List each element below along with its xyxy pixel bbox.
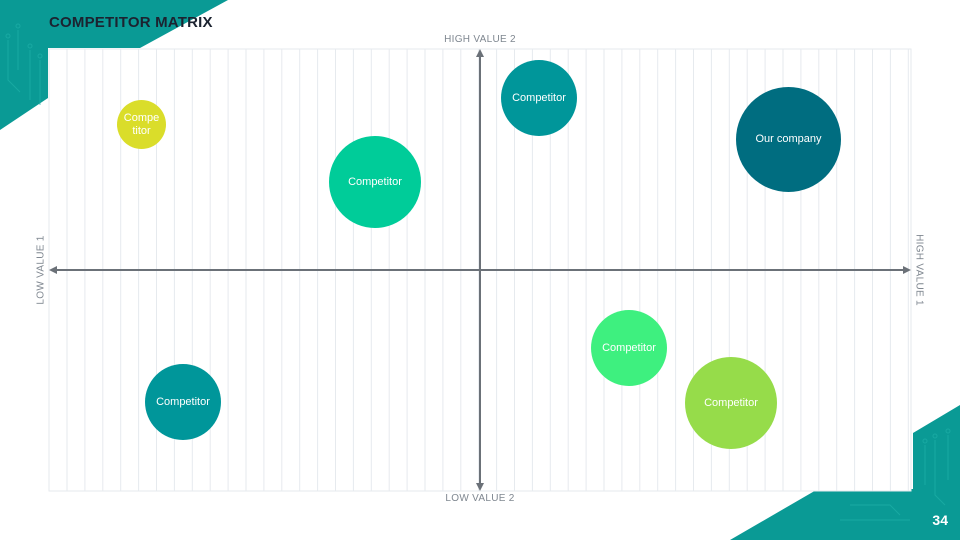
bubble-competitor-mint[interactable]: Competitor — [329, 136, 421, 228]
axis-label-top: HIGH VALUE 2 — [444, 34, 516, 45]
axis-label-bottom: LOW VALUE 2 — [445, 493, 515, 504]
bubble-label: Competitor — [348, 175, 402, 188]
bubble-label: Competitor — [602, 341, 656, 354]
page-number: 34 — [932, 512, 948, 528]
bubble-label-line1: Compe — [123, 111, 160, 124]
corner-decoration-bottom-right — [730, 405, 960, 540]
axis-label-right: HIGH VALUE 1 — [913, 234, 925, 306]
bubble-label: Competitor — [156, 395, 210, 408]
bubble-competitor-small[interactable]: Compe titor — [117, 100, 166, 149]
bubble-label: Our company — [755, 133, 822, 145]
axis-label-left: LOW VALUE 1 — [35, 235, 47, 305]
axes — [49, 49, 911, 491]
bubble-label: Competitor — [512, 91, 566, 104]
bubble-competitor-lime[interactable]: Competitor — [685, 357, 777, 449]
bubble-competitor-green[interactable]: Competitor — [591, 310, 667, 386]
slide-title: COMPETITOR MATRIX — [49, 14, 213, 31]
corner-decoration-top-left — [0, 0, 228, 130]
bubble-competitor-teal-top[interactable]: Competitor — [501, 60, 577, 136]
bubble-competitor-teal-bottom[interactable]: Competitor — [145, 364, 221, 440]
bubble-our-company[interactable]: Our company — [736, 87, 841, 192]
bubble-label: Competitor — [704, 396, 758, 409]
bubble-label-line2: titor — [132, 124, 151, 137]
